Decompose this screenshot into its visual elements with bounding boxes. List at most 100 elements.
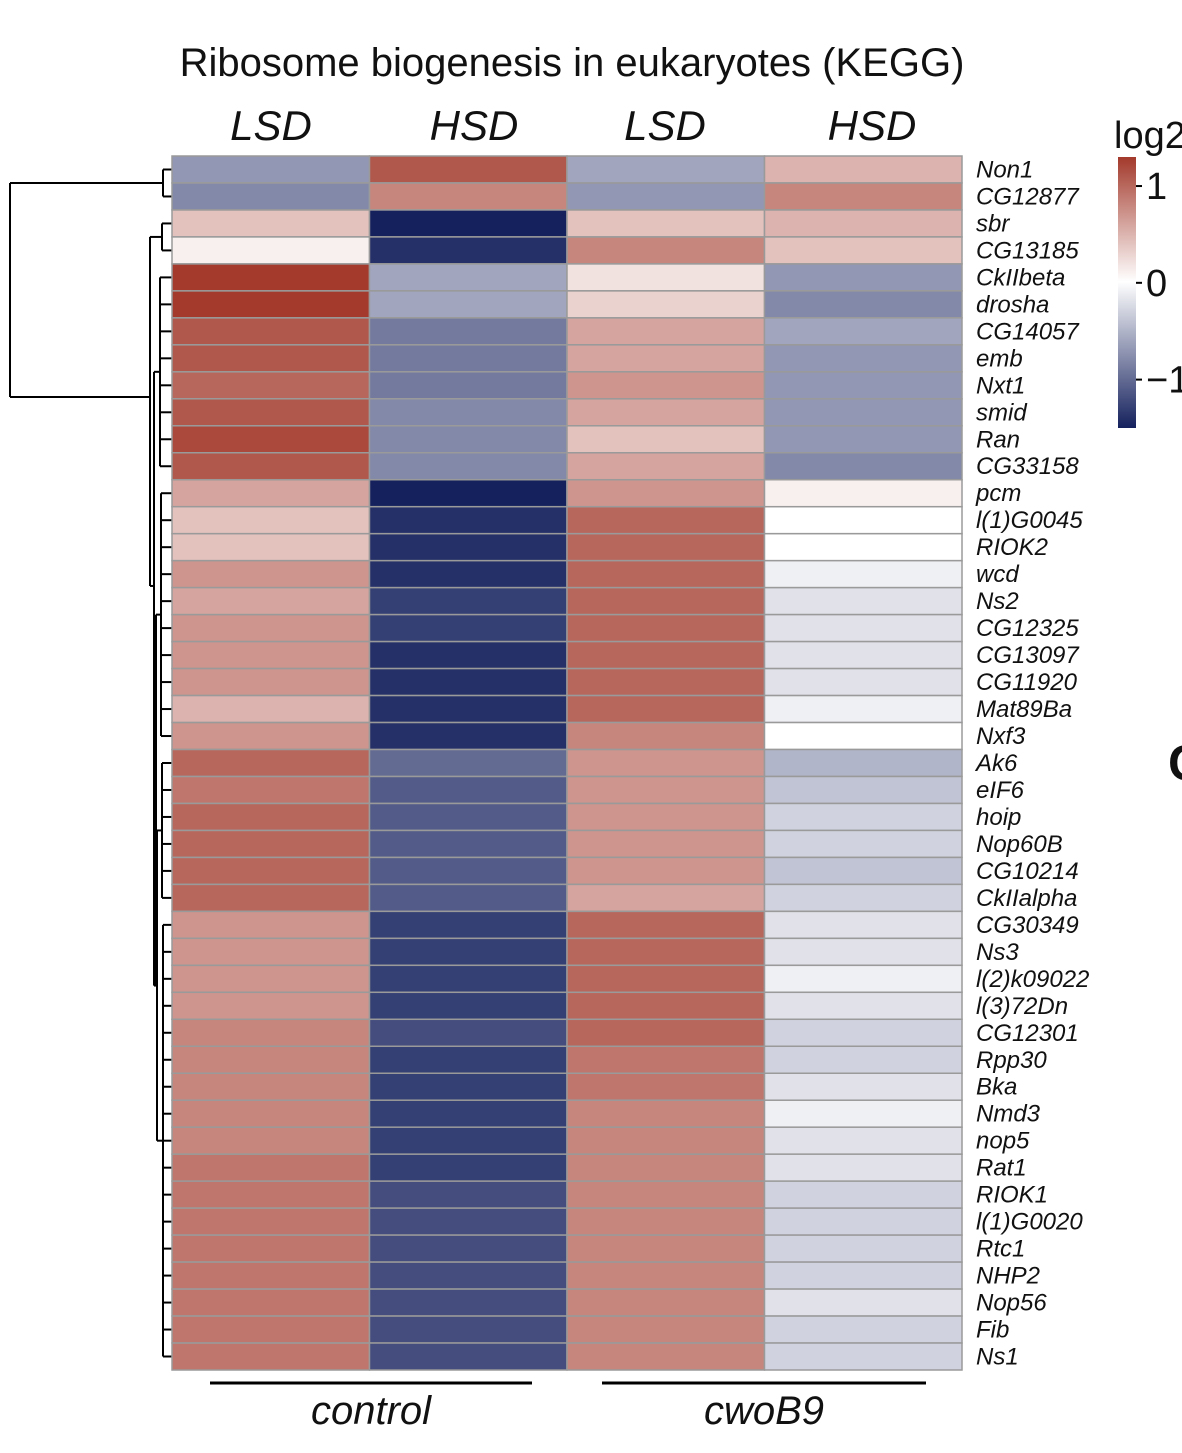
heatmap-cell — [171, 532, 371, 562]
colorbar — [1118, 157, 1136, 428]
heatmap-cell — [171, 802, 371, 832]
heatmap-cell — [171, 829, 371, 859]
group-label-control: control — [311, 1389, 432, 1433]
gene-label: l(3)72Dn — [976, 993, 1068, 1020]
heatmap-cell — [566, 425, 766, 454]
heatmap-cell — [368, 155, 568, 184]
gene-label: Nxt1 — [976, 372, 1025, 399]
heatmap-cell — [763, 721, 963, 751]
panel-letter: C — [1168, 735, 1182, 791]
heatmap-cell — [566, 1207, 766, 1236]
heatmap-cell — [368, 532, 568, 562]
heatmap-cell — [566, 559, 766, 589]
heatmap-cell — [763, 1153, 963, 1182]
heatmap-cell — [171, 721, 371, 751]
heatmap-cell — [763, 263, 963, 292]
heatmap-cell — [171, 1018, 371, 1048]
heatmap-cell — [368, 209, 568, 238]
gene-label: Ns2 — [976, 588, 1019, 615]
heatmap-cell — [368, 667, 568, 697]
gene-label: emb — [976, 345, 1023, 372]
gene-label: CkIIbeta — [976, 264, 1065, 291]
heatmap-cell — [171, 1072, 371, 1101]
heatmap-cell — [763, 1180, 963, 1209]
heatmap-cell — [763, 209, 963, 238]
heatmap-cell — [368, 1153, 568, 1182]
heatmap-cell — [171, 182, 371, 211]
row-dendrogram — [9, 168, 172, 1358]
gene-label: Rtc1 — [976, 1236, 1025, 1263]
heatmap-cell — [368, 263, 568, 292]
gene-label: Non1 — [976, 156, 1033, 183]
group-label-cwob9: cwoB9 — [704, 1389, 824, 1433]
heatmap-cell — [566, 1072, 766, 1101]
gene-label: nop5 — [976, 1128, 1030, 1155]
heatmap-cell — [368, 559, 568, 589]
heatmap-cell — [368, 748, 568, 778]
gene-label: Fib — [976, 1317, 1009, 1344]
heatmap-cell — [566, 263, 766, 292]
heatmap-cell — [171, 748, 371, 778]
gene-label: Ran — [976, 426, 1020, 453]
heatmap-cell — [171, 1207, 371, 1236]
gene-label: smid — [976, 399, 1027, 426]
heatmap-cell — [566, 829, 766, 859]
colorbar-tick-label: 1 — [1146, 166, 1167, 208]
heatmap-cell — [763, 640, 963, 670]
heatmap-cell — [566, 236, 766, 265]
heatmap-cell — [368, 290, 568, 319]
heatmap-cell — [566, 155, 766, 184]
heatmap-cell — [763, 613, 963, 643]
heatmap-cell — [171, 937, 371, 967]
heatmap-cell — [763, 1126, 963, 1155]
heatmap-cell — [763, 452, 963, 481]
heatmap-cell — [763, 398, 963, 427]
heatmap-cell — [171, 694, 371, 724]
heatmap-cell — [368, 694, 568, 724]
gene-label: sbr — [976, 210, 1010, 237]
gene-label: NHP2 — [976, 1263, 1040, 1290]
gene-label: CG13097 — [976, 642, 1080, 669]
heatmap-cell — [566, 1045, 766, 1074]
heatmap-cell — [763, 425, 963, 454]
heatmap-cell — [368, 182, 568, 211]
heatmap-cell — [368, 1072, 568, 1101]
gene-label: l(1)G0020 — [976, 1209, 1083, 1236]
heatmap-cell — [566, 775, 766, 805]
heatmap-cell — [566, 991, 766, 1021]
heatmap-cell — [368, 586, 568, 616]
gene-label: Bka — [976, 1074, 1017, 1101]
gene-label: CG13185 — [976, 237, 1079, 264]
gene-label: l(1)G0045 — [976, 507, 1083, 534]
heatmap-cell — [763, 1342, 963, 1371]
heatmap-cell — [566, 748, 766, 778]
heatmap-cell — [566, 910, 766, 940]
heatmap-cell — [171, 1261, 371, 1290]
heatmap-cell — [566, 586, 766, 616]
colorbar-ticks: 1 0 −1 — [1136, 166, 1182, 402]
gene-label: pcm — [975, 480, 1021, 507]
heatmap-cell — [171, 856, 371, 886]
heatmap-cell — [566, 209, 766, 238]
heatmap-cell — [566, 505, 766, 535]
gene-label: eIF6 — [976, 777, 1025, 804]
heatmap-cell — [368, 425, 568, 454]
heatmap-cell — [171, 236, 371, 265]
heatmap-cell — [763, 1099, 963, 1128]
heatmap-cell — [566, 398, 766, 427]
heatmap-cell — [368, 883, 568, 913]
heatmap-cell — [171, 910, 371, 940]
gene-label: CG12877 — [976, 183, 1080, 210]
heatmap-cell — [171, 964, 371, 994]
chart-title: Ribosome biogenesis in eukaryotes (KEGG) — [180, 41, 965, 85]
gene-label: CkIIalpha — [976, 885, 1077, 912]
heatmap-cell — [368, 829, 568, 859]
column-label-cwob9-hsd: HSD — [828, 102, 917, 149]
gene-label: Rat1 — [976, 1155, 1027, 1182]
heatmap-cell — [763, 1234, 963, 1263]
heatmap-cell — [763, 182, 963, 211]
heatmap-cell — [368, 398, 568, 427]
heatmap-cell — [171, 667, 371, 697]
heatmap-cell — [763, 910, 963, 940]
